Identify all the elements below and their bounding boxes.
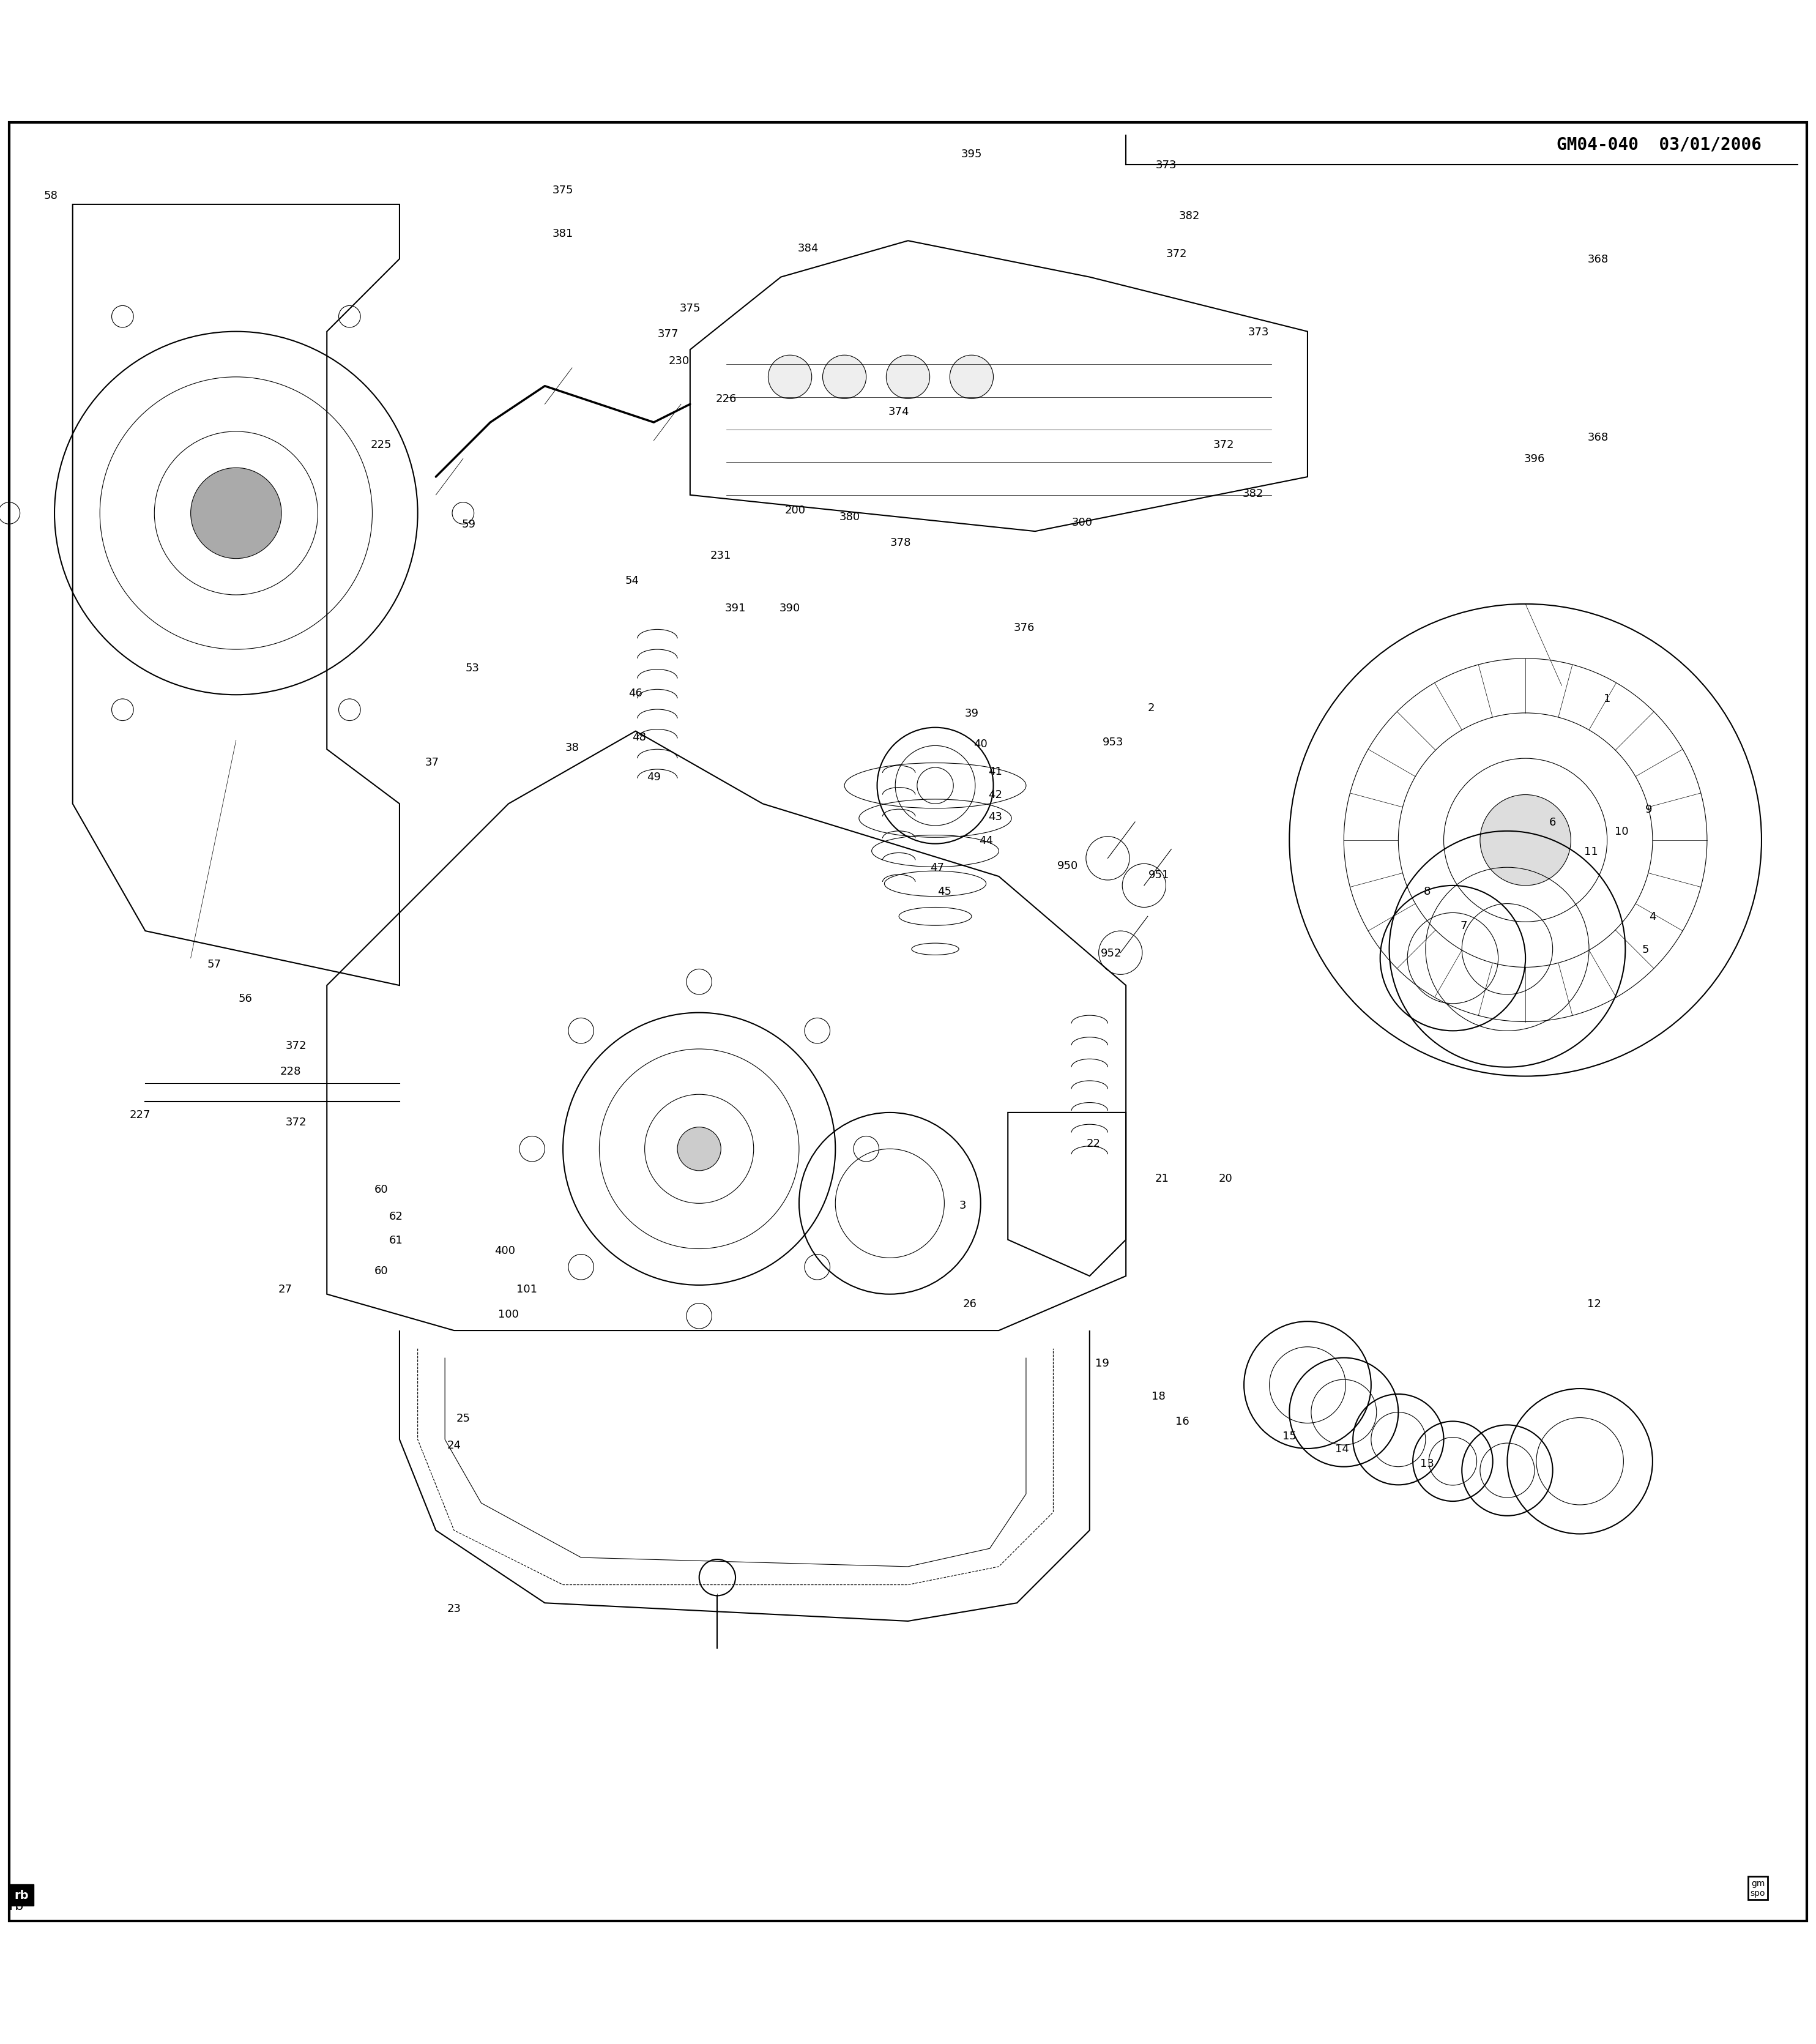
Text: 230: 230 xyxy=(668,356,690,366)
Text: 22: 22 xyxy=(1086,1139,1100,1149)
Text: 300: 300 xyxy=(1071,517,1093,527)
Text: 14: 14 xyxy=(1335,1443,1349,1453)
Text: 37: 37 xyxy=(425,756,439,769)
Text: 368: 368 xyxy=(1587,431,1609,444)
Text: 400: 400 xyxy=(494,1245,516,1257)
Text: 376: 376 xyxy=(1013,623,1035,634)
Text: 395: 395 xyxy=(961,149,982,159)
Text: 390: 390 xyxy=(779,603,801,613)
Text: 15: 15 xyxy=(1282,1431,1297,1441)
Text: 24: 24 xyxy=(447,1439,461,1451)
Text: 225: 225 xyxy=(370,439,392,450)
Text: 377: 377 xyxy=(657,329,679,339)
Text: 381: 381 xyxy=(552,229,574,239)
Text: 372: 372 xyxy=(285,1116,307,1128)
Circle shape xyxy=(950,356,993,399)
Text: 57: 57 xyxy=(207,959,222,969)
Text: 58: 58 xyxy=(44,190,58,200)
Text: 382: 382 xyxy=(1179,211,1200,221)
Text: 60: 60 xyxy=(374,1183,389,1194)
Text: 1: 1 xyxy=(1604,693,1611,705)
Text: 368: 368 xyxy=(1587,253,1609,266)
Text: 226: 226 xyxy=(716,394,737,405)
Text: 7: 7 xyxy=(1460,920,1467,932)
Text: 27: 27 xyxy=(278,1284,292,1294)
Text: 3: 3 xyxy=(959,1200,966,1210)
Circle shape xyxy=(886,356,930,399)
Circle shape xyxy=(823,356,866,399)
Text: rb: rb xyxy=(9,1899,24,1911)
Text: 40: 40 xyxy=(973,738,988,750)
Text: 375: 375 xyxy=(679,303,701,315)
Text: 200: 200 xyxy=(785,505,806,515)
Text: 100: 100 xyxy=(498,1308,519,1320)
Text: 9: 9 xyxy=(1645,803,1653,816)
Text: 372: 372 xyxy=(285,1040,307,1051)
Text: 25: 25 xyxy=(456,1412,470,1423)
Text: 44: 44 xyxy=(979,834,993,846)
Text: 391: 391 xyxy=(725,603,746,613)
Circle shape xyxy=(191,468,281,558)
Text: 60: 60 xyxy=(374,1265,389,1275)
Text: 56: 56 xyxy=(238,993,252,1004)
Text: 18: 18 xyxy=(1151,1390,1166,1402)
Text: 16: 16 xyxy=(1175,1416,1189,1427)
Text: 951: 951 xyxy=(1148,869,1170,881)
Text: 23: 23 xyxy=(447,1602,461,1615)
Text: 373: 373 xyxy=(1155,159,1177,170)
Text: 45: 45 xyxy=(937,885,952,897)
Text: 384: 384 xyxy=(797,243,819,253)
Text: 42: 42 xyxy=(988,789,1002,801)
Text: 41: 41 xyxy=(988,766,1002,777)
Text: 38: 38 xyxy=(565,742,579,754)
Text: 6: 6 xyxy=(1549,818,1556,828)
Text: 5: 5 xyxy=(1642,944,1649,955)
Text: 372: 372 xyxy=(1213,439,1235,450)
Text: 47: 47 xyxy=(930,863,944,873)
Text: 952: 952 xyxy=(1100,948,1122,959)
Text: 48: 48 xyxy=(632,732,646,742)
Text: 372: 372 xyxy=(1166,249,1188,260)
Text: 228: 228 xyxy=(280,1065,301,1077)
Text: 4: 4 xyxy=(1649,912,1656,922)
Circle shape xyxy=(1480,795,1571,885)
Text: 59: 59 xyxy=(461,519,476,529)
Text: 13: 13 xyxy=(1420,1457,1435,1470)
Text: 62: 62 xyxy=(389,1210,403,1222)
Text: 374: 374 xyxy=(888,407,910,417)
Text: rb: rb xyxy=(15,1889,29,1901)
Text: 101: 101 xyxy=(516,1284,538,1294)
Text: 54: 54 xyxy=(625,574,639,587)
Text: 953: 953 xyxy=(1102,736,1124,748)
Text: 227: 227 xyxy=(129,1110,151,1120)
Text: 19: 19 xyxy=(1095,1357,1110,1369)
Text: 10: 10 xyxy=(1614,826,1629,836)
Text: GM04-040  03/01/2006: GM04-040 03/01/2006 xyxy=(1556,135,1762,153)
Text: 950: 950 xyxy=(1057,861,1079,871)
Text: 49: 49 xyxy=(646,771,661,783)
Text: gm
spo: gm spo xyxy=(1751,1878,1765,1897)
Text: 39: 39 xyxy=(964,707,979,719)
Text: 396: 396 xyxy=(1524,454,1545,464)
Text: 373: 373 xyxy=(1248,327,1269,337)
Text: 231: 231 xyxy=(710,550,732,560)
Text: 12: 12 xyxy=(1587,1298,1602,1308)
Text: 8: 8 xyxy=(1424,885,1431,897)
Text: 2: 2 xyxy=(1148,703,1155,713)
Text: 375: 375 xyxy=(552,184,574,196)
Text: 21: 21 xyxy=(1155,1173,1170,1183)
Text: 46: 46 xyxy=(628,689,643,699)
Circle shape xyxy=(768,356,812,399)
Text: 43: 43 xyxy=(988,811,1002,822)
Text: 11: 11 xyxy=(1584,846,1598,856)
Text: 26: 26 xyxy=(962,1298,977,1308)
Text: 61: 61 xyxy=(389,1235,403,1245)
Text: 53: 53 xyxy=(465,662,479,672)
Circle shape xyxy=(677,1128,721,1171)
Text: 380: 380 xyxy=(839,511,861,523)
Text: 382: 382 xyxy=(1242,489,1264,499)
Text: 378: 378 xyxy=(890,538,912,548)
Text: 20: 20 xyxy=(1219,1173,1233,1183)
